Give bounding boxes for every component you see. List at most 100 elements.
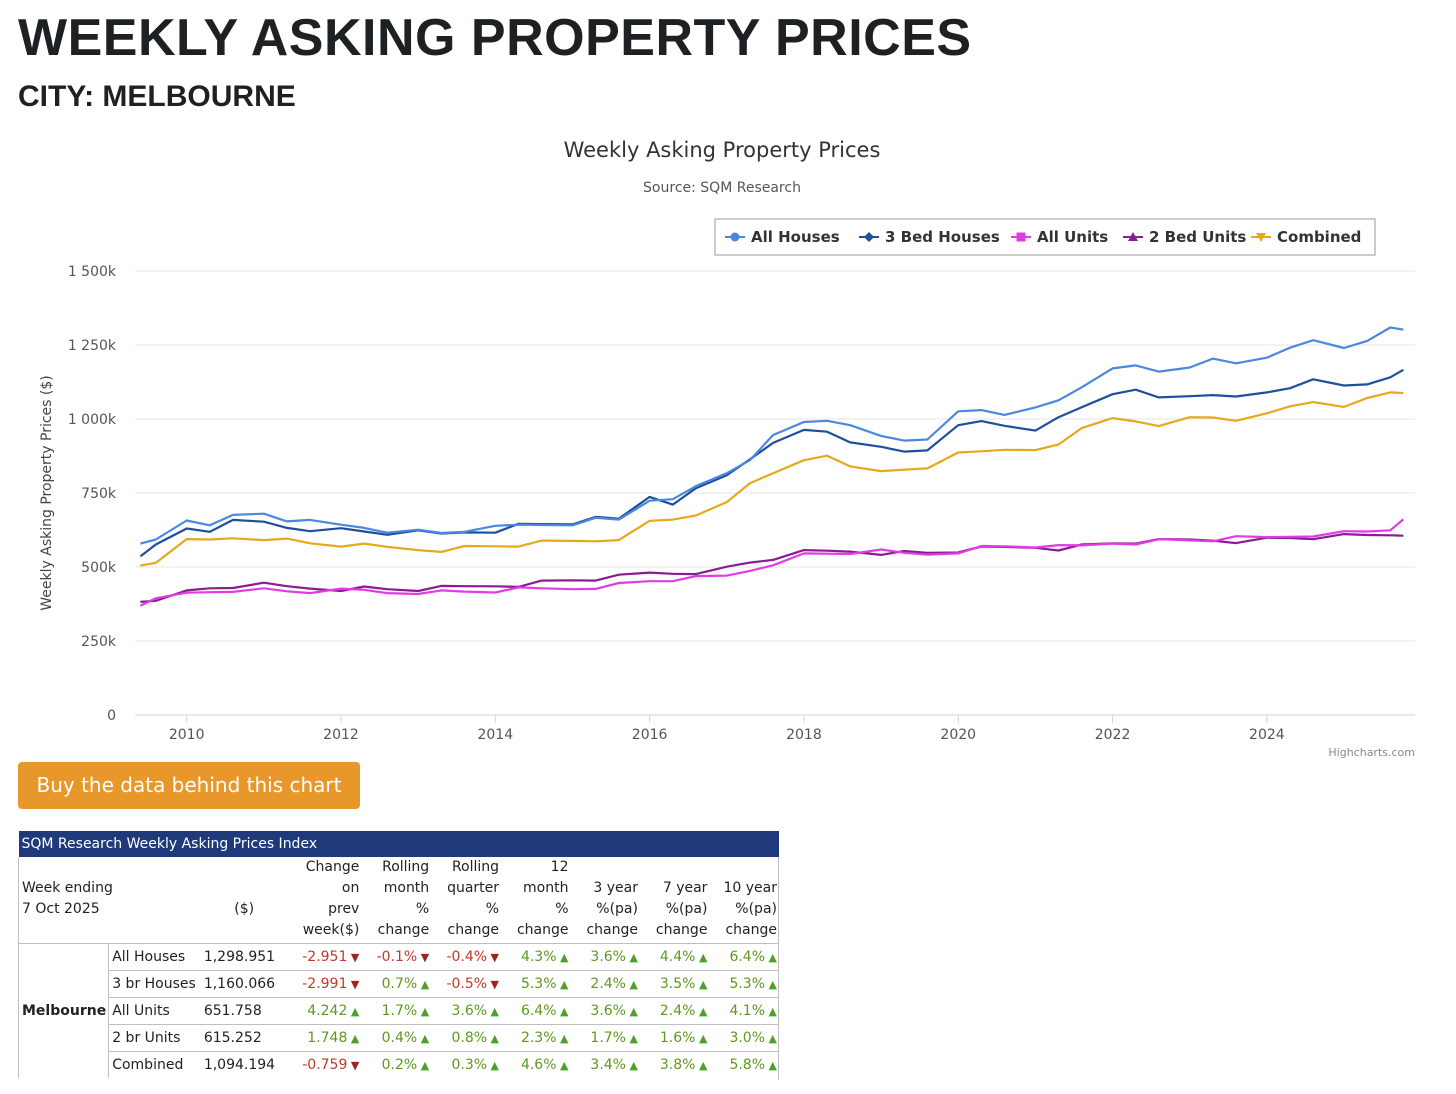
- price-cell: 1,160.066: [197, 970, 291, 998]
- arrow-down-icon: ▼: [487, 978, 500, 991]
- property-type-cell: All Units: [108, 997, 198, 1025]
- column-header-line: change: [516, 922, 569, 938]
- column-header-line: %(pa): [735, 901, 777, 917]
- arrow-up-icon: ▲: [626, 1032, 638, 1045]
- change-value: 6.4%: [520, 1003, 557, 1019]
- arrow-up-icon: ▲: [765, 1059, 777, 1072]
- change-value: 4.3%: [520, 949, 557, 965]
- change-cell: -0.759 ▼: [290, 1051, 362, 1078]
- table-row: 2 br Units 615.252 1.748 ▲ 0.4% ▲ 0.8% ▲ 2.3%…: [19, 1024, 779, 1052]
- change-cell: -0.1% ▼: [361, 944, 431, 971]
- diamond-marker-icon: [864, 232, 874, 242]
- arrow-up-icon: ▲: [487, 1059, 500, 1072]
- change-cell: 4.4% ▲: [640, 944, 709, 971]
- change-value: 0.3%: [451, 1057, 488, 1073]
- column-header-line: change: [655, 922, 708, 938]
- change-value: 2.4%: [659, 1003, 696, 1019]
- x-tick-label: 2022: [1095, 727, 1131, 743]
- change-value: 3.4%: [590, 1057, 626, 1073]
- change-value: 0.2%: [381, 1057, 418, 1073]
- property-type-cell: 3 br Houses: [108, 970, 198, 998]
- change-cell: 6.4% ▲: [709, 944, 779, 971]
- arrow-up-icon: ▲: [626, 1059, 638, 1072]
- change-cell: 4.242 ▲: [290, 997, 362, 1025]
- triangle-marker-icon: [1128, 232, 1138, 241]
- price-cell: 1,298.951: [203, 949, 276, 965]
- chart-legend: All Houses 3 Bed Houses All Units 2 Bed Uni…: [714, 218, 1376, 256]
- chart-credits[interactable]: Highcharts.com: [1328, 746, 1415, 759]
- change-cell: 5.8% ▲: [709, 1051, 779, 1078]
- arrow-up-icon: ▲: [487, 1005, 500, 1018]
- arrow-up-icon: ▲: [695, 1032, 708, 1045]
- arrow-up-icon: ▲: [556, 951, 569, 964]
- change-cell: 3.5% ▲: [639, 970, 710, 998]
- y-tick-label: 0: [107, 708, 116, 724]
- change-value: 0.4%: [381, 1030, 418, 1046]
- change-value: -0.4%: [446, 949, 488, 965]
- legend-item[interactable]: Combined: [1251, 228, 1361, 246]
- change-value: 3.0%: [729, 1030, 766, 1046]
- change-cell: 0.4% ▲: [361, 1024, 432, 1052]
- arrow-up-icon: ▲: [417, 1005, 430, 1018]
- column-header-line: change: [447, 922, 500, 938]
- legend-item[interactable]: 3 Bed Houses: [859, 228, 1000, 246]
- arrow-up-icon: ▲: [695, 1059, 708, 1072]
- arrow-down-icon: ▼: [347, 1059, 360, 1072]
- column-header-line: change: [725, 922, 777, 938]
- buy-data-button[interactable]: Buy the data behind this chart: [18, 762, 360, 809]
- y-tick-label: 500k: [81, 560, 117, 576]
- change-cell: 2.3% ▲: [501, 1024, 571, 1052]
- change-cell: 4.6% ▲: [501, 1051, 571, 1078]
- change-value: 5.3%: [520, 976, 557, 992]
- legend-label: All Houses: [751, 228, 840, 246]
- column-header-line: %: [555, 901, 569, 917]
- change-cell: 1.7% ▲: [570, 1024, 640, 1052]
- column-header: Rolling month% change: [361, 857, 432, 944]
- series-line-all-units: [139, 518, 1405, 607]
- triangle-down-marker-icon: [1256, 233, 1266, 242]
- y-axis-label: Weekly Asking Property Prices ($): [39, 375, 55, 610]
- change-value: 1.6%: [659, 1030, 696, 1046]
- y-axis-ticks: 0 250k 500k 750k 1 000k 1 250k 1 500k: [68, 264, 117, 724]
- index-table: SQM Research Weekly Asking Prices Index …: [17, 831, 779, 1078]
- property-type-cell: 2 br Units: [108, 1024, 198, 1052]
- change-value: 3.5%: [659, 976, 696, 992]
- chart-subtitle: Source: SQM Research: [643, 180, 801, 196]
- y-tick-label: 250k: [81, 634, 117, 650]
- change-value: 5.8%: [729, 1057, 766, 1073]
- change-value: 4.242: [307, 1003, 348, 1019]
- column-header-line: Rolling: [382, 859, 430, 875]
- column-header-line: %: [415, 901, 430, 917]
- change-value: -2.991: [302, 976, 348, 992]
- column-header-line: Change: [305, 859, 360, 875]
- column-header-line: 10 year: [723, 880, 778, 896]
- change-value: 0.7%: [381, 976, 418, 992]
- x-tick-label: 2024: [1249, 727, 1285, 743]
- change-cell: 3.6% ▲: [431, 997, 502, 1025]
- change-cell: 0.8% ▲: [431, 1024, 502, 1052]
- table-body: Melbourne All Houses 1,298.951 -2.951 ▼ -0.1…: [17, 943, 779, 1078]
- column-header-line: 12 month: [523, 859, 569, 896]
- y-tick-label: 1 500k: [68, 264, 117, 280]
- change-cell: 0.3% ▲: [431, 1051, 502, 1078]
- change-value: 3.6%: [451, 1003, 488, 1019]
- arrow-up-icon: ▲: [417, 978, 430, 991]
- x-tick-label: 2020: [940, 727, 976, 743]
- change-value: 4.4%: [659, 949, 696, 965]
- arrow-up-icon: ▲: [556, 978, 569, 991]
- legend-item[interactable]: All Houses: [725, 228, 840, 246]
- city-cell: Melbourne: [17, 943, 110, 1078]
- change-cell: 3.4% ▲: [570, 1051, 640, 1078]
- change-cell: 1.6% ▲: [639, 1024, 710, 1052]
- arrow-up-icon: ▲: [487, 1032, 500, 1045]
- change-cell: 4.3% ▲: [501, 944, 570, 971]
- legend-item[interactable]: All Units: [1011, 228, 1108, 246]
- column-header: 3 year %(pa) change: [570, 857, 640, 944]
- legend-item[interactable]: 2 Bed Units: [1123, 228, 1246, 246]
- square-marker-icon: [1016, 232, 1026, 242]
- change-value: -0.5%: [446, 976, 488, 992]
- price-line-chart: Weekly Asking Property Prices Source: SQ…: [39, 138, 1415, 759]
- arrow-down-icon: ▼: [347, 951, 360, 964]
- arrow-up-icon: ▲: [695, 951, 708, 964]
- change-value: 4.1%: [729, 1003, 766, 1019]
